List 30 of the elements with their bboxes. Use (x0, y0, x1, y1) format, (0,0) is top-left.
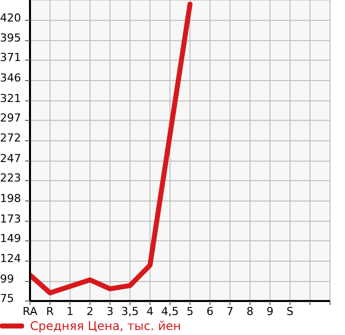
x-tick-label: 3 (106, 304, 114, 318)
legend-label: Средняя Цена, тыс. йен (30, 319, 182, 333)
x-tick-label: 5 (186, 304, 194, 318)
x-tick-label: 9 (266, 304, 274, 318)
y-tick-label: 371 (0, 51, 21, 64)
x-tick-label: 4 (146, 304, 154, 318)
y-tick-label: 124 (0, 252, 21, 266)
x-tick-label: S (286, 304, 294, 318)
y-tick-label: 99 (0, 272, 14, 286)
y-tick-label: 75 (0, 292, 14, 306)
x-tick-label: 1 (66, 304, 74, 318)
y-tick-label: 297 (0, 111, 21, 124)
x-tick-label: 6 (206, 304, 214, 318)
y-tick-label: 149 (0, 232, 21, 245)
y-tick-label: 198 (0, 192, 21, 205)
y-tick-label: 247 (0, 152, 21, 166)
x-tick-label: 2 (86, 304, 94, 318)
y-tick-label: 321 (0, 92, 21, 105)
y-tick-label: 420 (0, 11, 21, 24)
x-tick-label: RA (22, 304, 38, 318)
x-tick-label: 4,5 (161, 304, 179, 318)
y-tick-label: 395 (0, 32, 21, 45)
x-tick-label: 3,5 (121, 304, 139, 318)
x-tick-label: R (46, 304, 54, 318)
y-tick-label: 346 (0, 72, 21, 85)
y-tick-label: 173 (0, 212, 21, 226)
y-tick-label: 272 (0, 132, 21, 145)
x-tick-label: 7 (226, 304, 234, 318)
x-tick-label: 8 (246, 304, 254, 318)
y-tick-label: 223 (0, 172, 21, 185)
